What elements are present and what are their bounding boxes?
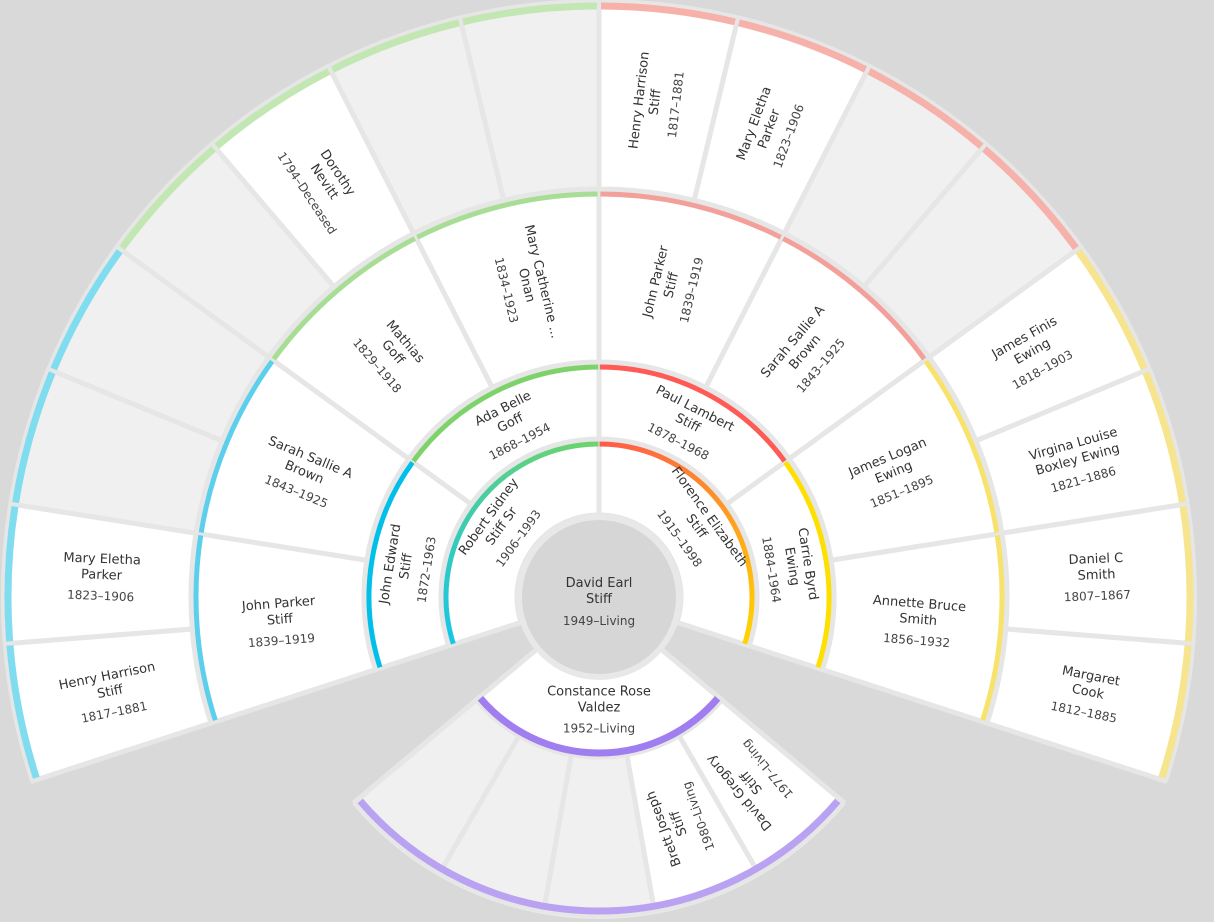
lineage-color-arc xyxy=(599,439,757,646)
person-name-line: Stiff xyxy=(647,87,665,116)
person-name-line: Stiff xyxy=(96,682,125,702)
person-dates: 1823–1906 xyxy=(67,588,135,605)
lineage-color-arc xyxy=(923,358,1002,533)
person-name-line: Stiff xyxy=(397,551,416,580)
person-name-line: Smith xyxy=(899,611,938,629)
person-name-line: David Earl xyxy=(566,576,633,591)
lineage-color-arc xyxy=(1158,645,1192,779)
ancestor-sector[interactable] xyxy=(819,530,1010,727)
person-dates: 1949–Living xyxy=(563,614,635,628)
lineage-color-arc xyxy=(270,234,416,361)
spouse-color-arc xyxy=(477,696,721,757)
person-name-line: Smith xyxy=(1077,567,1115,583)
lineage-color-arc xyxy=(119,146,216,251)
person-name-line: Annette Bruce xyxy=(872,593,966,615)
lineage-color-arc xyxy=(783,459,834,669)
person-name-line: Cook xyxy=(1070,682,1105,703)
person-dates: 1839–1919 xyxy=(247,631,315,650)
lineage-color-arc xyxy=(1142,371,1186,504)
lineage-color-arc xyxy=(4,506,19,642)
lineage-color-arc xyxy=(782,234,928,361)
person-name-line: Constance Rose xyxy=(547,685,651,700)
person-name-line: Daniel C xyxy=(1068,551,1123,568)
lineage-color-arc xyxy=(867,68,984,149)
lineage-color-arc xyxy=(601,2,736,26)
person-name-line: Parker xyxy=(81,567,123,584)
lineage-color-arc xyxy=(330,19,460,73)
ancestor-sector[interactable] xyxy=(983,626,1195,785)
lineage-color-arc xyxy=(6,645,40,779)
lineage-color-arc xyxy=(599,362,789,463)
person-name-line: John Parker xyxy=(240,594,316,615)
lineage-color-arc xyxy=(441,439,599,646)
person-name-line: Ewing xyxy=(781,546,802,587)
lineage-color-arc xyxy=(196,358,275,533)
person-name-line: Mary Eletha xyxy=(63,550,141,568)
person-name-line: Stiff xyxy=(586,592,613,607)
lineage-color-arc xyxy=(738,19,868,73)
lineage-color-arc xyxy=(980,534,1007,722)
person-dates: 1807–1867 xyxy=(1064,588,1132,605)
lineage-color-arc xyxy=(191,534,218,722)
person-dates: 1856–1932 xyxy=(883,631,951,650)
children-color-arc xyxy=(357,798,841,915)
lineage-color-arc xyxy=(12,371,56,504)
person-dates: 1952–Living xyxy=(563,722,635,736)
ancestor-sector[interactable] xyxy=(188,530,379,727)
lineage-color-arc xyxy=(415,189,598,240)
lineage-color-arc xyxy=(462,2,597,26)
lineage-color-arc xyxy=(50,249,123,371)
root-person-circle[interactable] xyxy=(516,514,682,680)
lineage-color-arc xyxy=(1075,249,1148,371)
lineage-color-arc xyxy=(214,68,331,149)
lineage-color-arc xyxy=(1179,506,1194,642)
person-name-line: Stiff xyxy=(266,612,294,629)
lineage-color-arc xyxy=(364,459,415,669)
person-name-line: Valdez xyxy=(578,701,621,716)
lineage-color-arc xyxy=(409,362,599,463)
lineage-color-arc xyxy=(982,146,1079,251)
ancestor-sector[interactable] xyxy=(3,626,215,785)
person-name-line: Stiff xyxy=(661,270,682,300)
lineage-color-arc xyxy=(600,189,783,240)
